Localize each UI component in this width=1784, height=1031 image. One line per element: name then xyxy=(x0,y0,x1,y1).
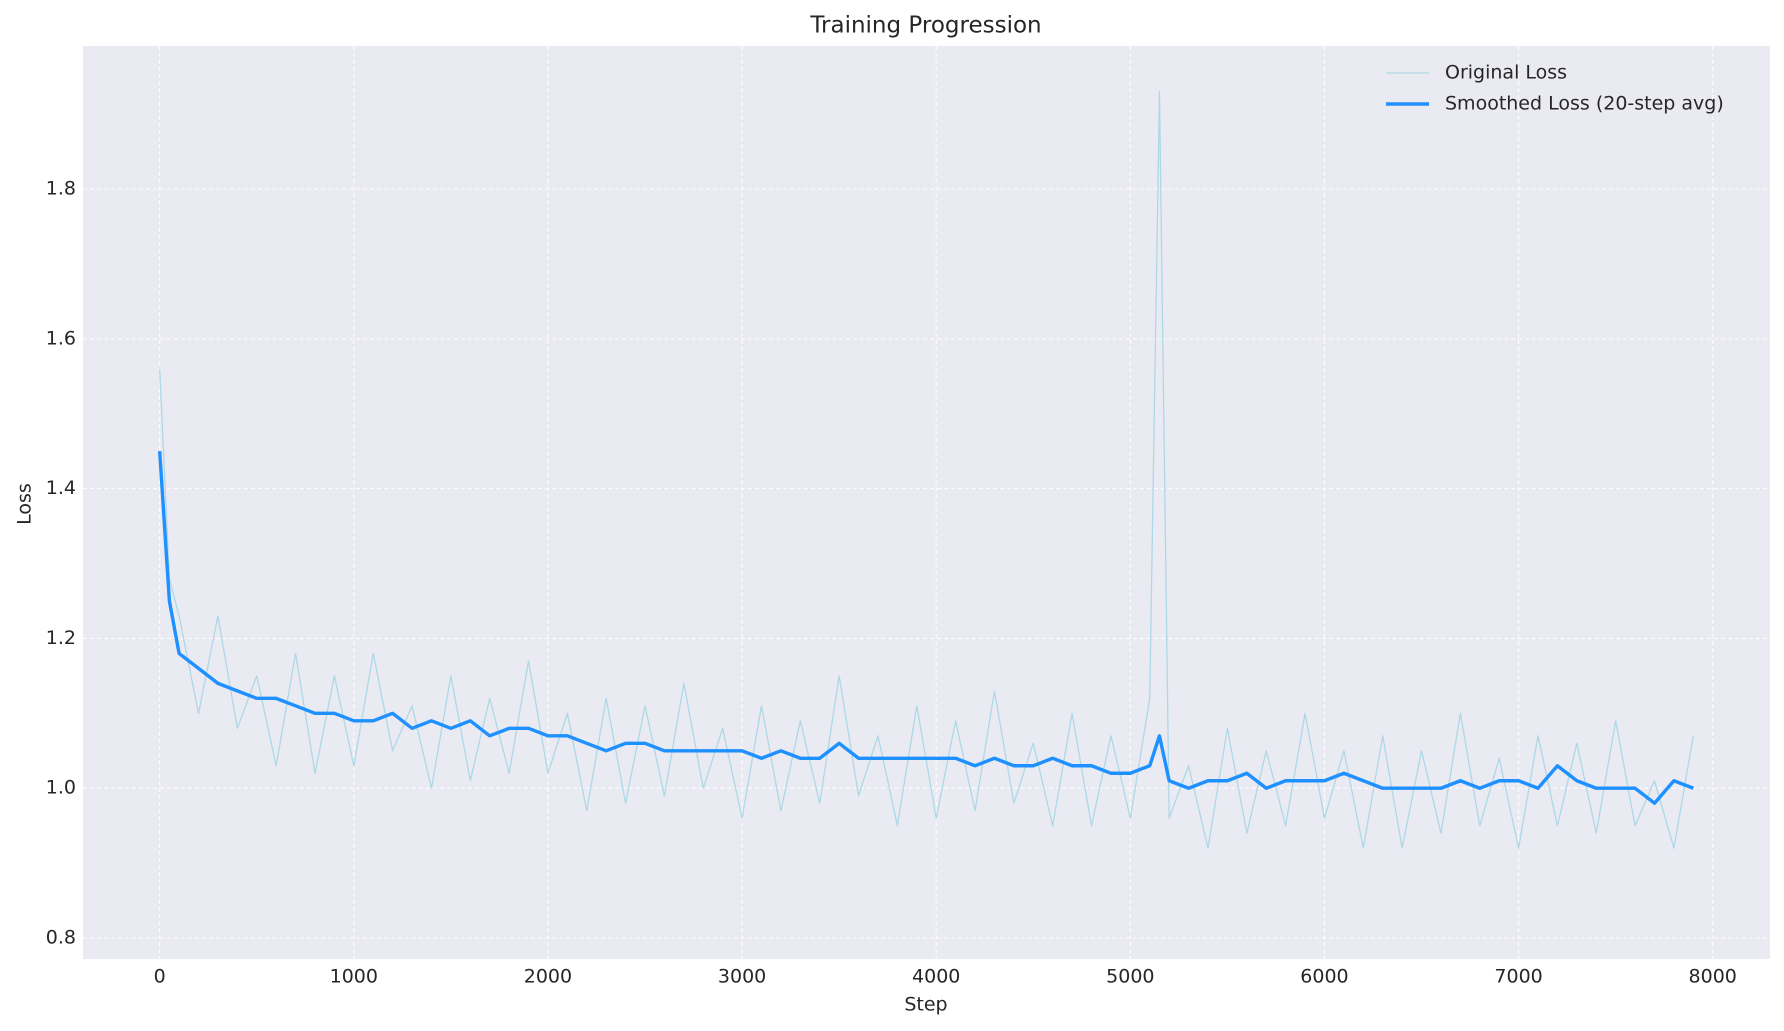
chart-title: Training Progression xyxy=(809,13,1041,39)
x-tick-label: 2000 xyxy=(524,966,572,988)
x-tick-label: 5000 xyxy=(1106,966,1154,988)
x-tick-label: 3000 xyxy=(718,966,766,988)
x-axis-label: Step xyxy=(904,994,947,1016)
x-tick-label: 7000 xyxy=(1494,966,1542,988)
legend-label: Smoothed Loss (20-step avg) xyxy=(1445,93,1724,115)
x-tick-label: 6000 xyxy=(1300,966,1348,988)
data-line xyxy=(157,451,1694,805)
y-tick-label: 1.8 xyxy=(46,178,76,200)
y-tick-label: 1.0 xyxy=(46,777,76,799)
y-tick-label: 1.2 xyxy=(46,627,76,649)
y-axis-label: Loss xyxy=(14,483,36,525)
y-tick-label: 1.6 xyxy=(46,327,76,349)
x-tick-label: 0 xyxy=(154,966,166,988)
legend-label: Original Loss xyxy=(1445,62,1567,84)
y-tick-label: 0.8 xyxy=(46,927,76,949)
x-tick-label: 8000 xyxy=(1689,966,1737,988)
x-tick-label: 4000 xyxy=(912,966,960,988)
plot-area xyxy=(83,46,1770,959)
y-tick-label: 1.4 xyxy=(46,477,76,499)
x-tick-label: 1000 xyxy=(330,966,378,988)
data-line xyxy=(159,91,1694,849)
